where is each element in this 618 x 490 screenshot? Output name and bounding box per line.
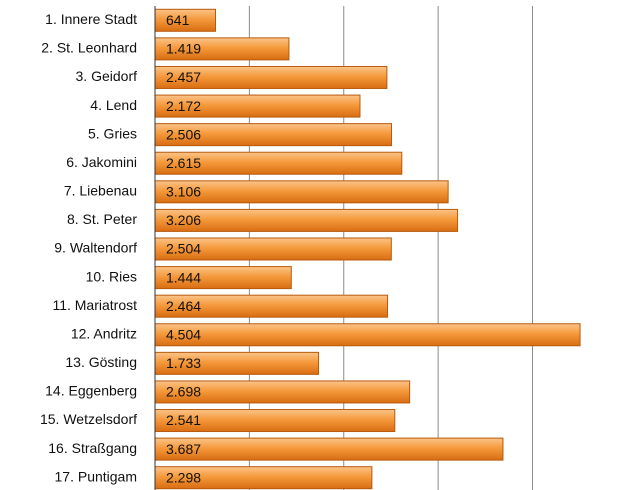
bar — [154, 323, 581, 347]
value-label: 2.698 — [166, 384, 201, 400]
value-label: 2.504 — [166, 241, 201, 257]
y-tick-label: 11. Mariatrost — [52, 297, 137, 313]
y-tick-label: 1. Innere Stadt — [45, 11, 137, 27]
y-tick-label: 12. Andritz — [71, 325, 137, 341]
y-tick-label: 16. Straßgang — [48, 440, 137, 456]
y-tick-label: 3. Geidorf — [76, 68, 138, 84]
y-tick-label: 17. Puntigam — [55, 468, 138, 484]
y-tick-label: 15. Wetzelsdorf — [40, 411, 137, 427]
y-tick-label: 7. Liebenau — [64, 183, 137, 199]
value-label: 4.504 — [166, 326, 201, 342]
y-tick-label: 10. Ries — [86, 268, 137, 284]
value-label: 1.419 — [166, 41, 201, 57]
value-label: 2.457 — [166, 69, 201, 85]
y-tick-label: 14. Eggenberg — [45, 383, 137, 399]
y-tick-label: 5. Gries — [88, 125, 137, 141]
value-label: 2.506 — [166, 126, 201, 142]
y-tick-label: 4. Lend — [90, 97, 137, 113]
value-label: 3.687 — [166, 441, 201, 457]
value-label: 3.206 — [166, 212, 201, 228]
bar — [154, 437, 504, 461]
y-tick-label: 6. Jakomini — [66, 154, 137, 170]
value-label: 1.444 — [166, 269, 201, 285]
value-label: 2.298 — [166, 469, 201, 485]
value-label: 2.464 — [166, 298, 201, 314]
y-tick-label: 13. Gösting — [65, 354, 137, 370]
y-tick-label: 2. St. Leonhard — [41, 40, 137, 56]
y-tick-label: 8. St. Peter — [67, 211, 137, 227]
value-label: 3.106 — [166, 184, 201, 200]
value-label: 1.733 — [166, 355, 201, 371]
value-label: 2.172 — [166, 98, 201, 114]
y-tick-label: 9. Waltendorf — [54, 240, 137, 256]
value-label: 2.541 — [166, 412, 201, 428]
value-label: 2.615 — [166, 155, 201, 171]
value-label: 641 — [166, 12, 190, 28]
